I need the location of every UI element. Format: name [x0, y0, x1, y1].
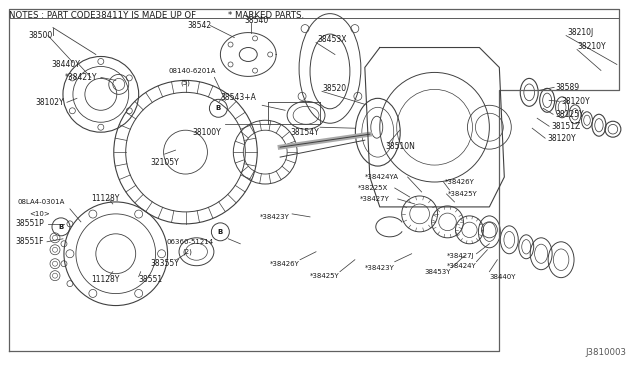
Text: *38425Y: *38425Y — [447, 191, 477, 197]
Text: *38423Y: *38423Y — [365, 265, 395, 271]
Text: *38426Y: *38426Y — [445, 179, 474, 185]
Text: *38424YA: *38424YA — [365, 174, 399, 180]
Text: 38125Y: 38125Y — [555, 110, 584, 119]
Text: 38540: 38540 — [244, 16, 269, 25]
Text: 38210Y: 38210Y — [577, 42, 605, 51]
Text: 11128Y: 11128Y — [91, 195, 119, 203]
Text: B: B — [58, 224, 63, 230]
Text: *38425Y: *38425Y — [310, 273, 340, 279]
Text: 38440Y: 38440Y — [51, 60, 80, 69]
Text: 38102Y: 38102Y — [35, 98, 64, 107]
Text: 38210J: 38210J — [567, 28, 593, 37]
Text: * MARKED PARTS.: * MARKED PARTS. — [228, 11, 305, 20]
Text: 06360-51214: 06360-51214 — [166, 239, 214, 245]
Text: 38500: 38500 — [28, 31, 52, 40]
Text: 38542: 38542 — [188, 21, 212, 30]
Text: 38510N: 38510N — [386, 142, 415, 151]
Text: *38423Y: *38423Y — [260, 214, 290, 220]
Text: (2): (2) — [182, 248, 193, 255]
Text: (5): (5) — [180, 79, 190, 86]
Text: <10>: <10> — [29, 211, 50, 217]
Text: J3810003: J3810003 — [586, 348, 627, 357]
Text: 38151Z: 38151Z — [551, 122, 580, 131]
Text: B: B — [216, 105, 221, 111]
Text: 38440Y: 38440Y — [490, 274, 516, 280]
Text: *38426Y: *38426Y — [270, 261, 300, 267]
Text: 38551: 38551 — [139, 275, 163, 284]
Text: *38421Y: *38421Y — [65, 73, 97, 82]
Text: 38453X: 38453X — [317, 35, 346, 44]
Text: *38424Y: *38424Y — [447, 263, 476, 269]
Text: 38100Y: 38100Y — [193, 128, 221, 137]
Text: 38520: 38520 — [322, 84, 346, 93]
Text: 38120Y: 38120Y — [547, 134, 576, 143]
Text: *38225X: *38225X — [358, 185, 388, 191]
Text: 38154Y: 38154Y — [290, 128, 319, 137]
Text: B: B — [218, 229, 223, 235]
Text: 11128Y: 11128Y — [91, 275, 119, 284]
Text: 38120Y: 38120Y — [561, 97, 589, 106]
Text: 38551P: 38551P — [15, 219, 44, 228]
Text: 38551F: 38551F — [15, 237, 44, 246]
Text: 38355Y: 38355Y — [150, 259, 179, 268]
Text: *38427J: *38427J — [447, 253, 474, 259]
Text: 32105Y: 32105Y — [150, 158, 179, 167]
Text: 38543+A: 38543+A — [220, 93, 256, 102]
Text: 08140-6201A: 08140-6201A — [168, 68, 216, 74]
Text: 38589: 38589 — [555, 83, 579, 92]
Text: NOTES : PART CODE38411Y IS MADE UP OF: NOTES : PART CODE38411Y IS MADE UP OF — [9, 11, 196, 20]
Text: 08LA4-0301A: 08LA4-0301A — [17, 199, 65, 205]
Text: *38427Y: *38427Y — [360, 196, 390, 202]
Text: 38453Y: 38453Y — [424, 269, 451, 275]
